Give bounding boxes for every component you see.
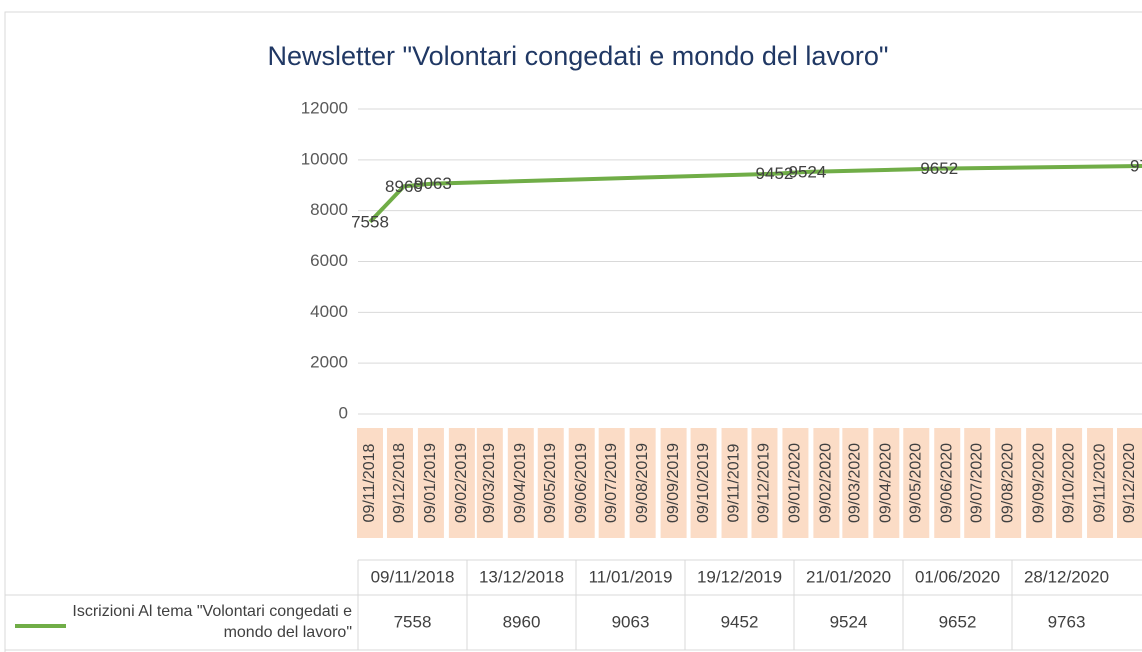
data-label: 8960 — [385, 177, 423, 196]
y-tick-label: 4000 — [310, 302, 348, 321]
x-tick-bg — [903, 428, 930, 538]
x-tick-bg — [629, 428, 656, 538]
x-tick-label: 09/10/2019 — [695, 443, 712, 523]
chart-border — [4, 11, 1142, 652]
x-tick-bg — [1117, 428, 1142, 538]
line — [368, 163, 1142, 224]
x-tick-label: 09/04/2020 — [878, 443, 895, 523]
table-header: 11/01/2019 — [589, 567, 673, 586]
x-tick-label: 09/03/2019 — [481, 443, 498, 523]
x-tick-label: 09/11/2019 — [726, 443, 743, 522]
table-value: 9063 — [612, 612, 650, 631]
x-tick-bg — [813, 428, 840, 538]
x-tick-bg — [934, 428, 961, 538]
table-value: 9524 — [830, 612, 868, 631]
data-label: 9524 — [789, 162, 827, 181]
table-value: 9763 — [1048, 612, 1086, 631]
table-header: 28/12/2020 — [1024, 567, 1109, 586]
x-tick-label: 09/04/2019 — [512, 443, 529, 523]
x-tick-label: 09/06/2020 — [938, 443, 955, 523]
x-tick-bg — [995, 428, 1022, 538]
x-tick-bg — [842, 428, 869, 538]
x-tick-bg — [1087, 428, 1114, 538]
data-label: 7558 — [351, 212, 389, 231]
x-tick-bg — [476, 428, 503, 538]
x-tick-label: 09/07/2020 — [968, 443, 985, 523]
x-tick-label: 09/09/2020 — [1030, 443, 1047, 523]
y-tick-label: 12000 — [301, 98, 348, 117]
table-header: 01/06/2020 — [915, 567, 1000, 586]
y-tick-label: 2000 — [310, 353, 348, 372]
legend-box: Iscrizioni Al tema "Volontari congedati … — [72, 603, 352, 641]
legend-label: Iscrizioni Al tema "Volontari congedati … — [72, 603, 352, 641]
chart-title: Newsletter "Volontari congedati e mondo … — [267, 41, 888, 71]
data-label: 9452 — [756, 164, 794, 183]
y-tick-label: 0 — [339, 403, 348, 422]
x-tick-label: 09/12/2019 — [756, 443, 773, 523]
x-tick-label: 09/05/2020 — [907, 443, 924, 523]
table-value: 9452 — [721, 612, 759, 631]
x-tick-label: 09/01/2020 — [787, 443, 804, 523]
x-tick-label: 09/02/2020 — [818, 443, 835, 523]
y-tick-label: 6000 — [310, 251, 348, 270]
data-label: 9063 — [414, 174, 452, 193]
x-tick-bg — [417, 428, 444, 538]
y-tick-label: 10000 — [301, 149, 348, 168]
x-tick-label: 09/06/2019 — [573, 443, 590, 523]
table-value: 7558 — [394, 612, 432, 631]
x-tick-bg — [1056, 428, 1083, 538]
x-tick-bg — [568, 428, 595, 538]
x-tick-label: 09/08/2020 — [999, 443, 1016, 523]
x-tick-label: 09/11/2020 — [1091, 443, 1108, 522]
x-tick-bg — [357, 428, 383, 538]
x-tick-bg — [964, 428, 991, 538]
x-tick-bg — [537, 428, 564, 538]
x-tick-label: 09/01/2019 — [422, 443, 439, 523]
table-value: 8960 — [503, 612, 541, 631]
data-label: 9763 — [1130, 156, 1142, 175]
x-tick-label: 09/09/2019 — [665, 443, 682, 523]
x-tick-label: 09/07/2019 — [603, 443, 620, 523]
x-tick-bg — [660, 428, 687, 538]
table-value: 9652 — [939, 612, 977, 631]
x-tick-bg — [690, 428, 717, 538]
x-tick-label: 09/11/2018 — [361, 443, 378, 522]
x-tick-bg — [873, 428, 900, 538]
x-tick-label: 09/12/2020 — [1121, 443, 1138, 523]
table-header: 19/12/2019 — [697, 567, 782, 586]
x-tick-label: 09/12/2018 — [391, 443, 408, 523]
data-label: 9652 — [920, 159, 958, 178]
x-tick-bg — [721, 428, 748, 538]
x-tick-label: 09/10/2020 — [1060, 443, 1077, 523]
x-tick-label: 09/02/2019 — [453, 443, 470, 523]
x-tick-bg — [751, 428, 778, 538]
table-header: 09/11/2018 — [371, 567, 455, 586]
x-tick-bg — [386, 428, 413, 538]
x-tick-label: 09/03/2020 — [847, 443, 864, 523]
x-tick-bg — [1026, 428, 1053, 538]
x-tick-bg — [448, 428, 475, 538]
x-tick-label: 09/05/2019 — [542, 443, 559, 523]
y-tick-label: 8000 — [310, 200, 348, 219]
x-tick-bg — [507, 428, 534, 538]
x-tick-label: 09/08/2019 — [634, 443, 651, 523]
table-header: 13/12/2018 — [479, 567, 564, 586]
x-tick-bg — [782, 428, 809, 538]
table-header: 21/01/2020 — [806, 567, 891, 586]
x-tick-bg — [598, 428, 625, 538]
